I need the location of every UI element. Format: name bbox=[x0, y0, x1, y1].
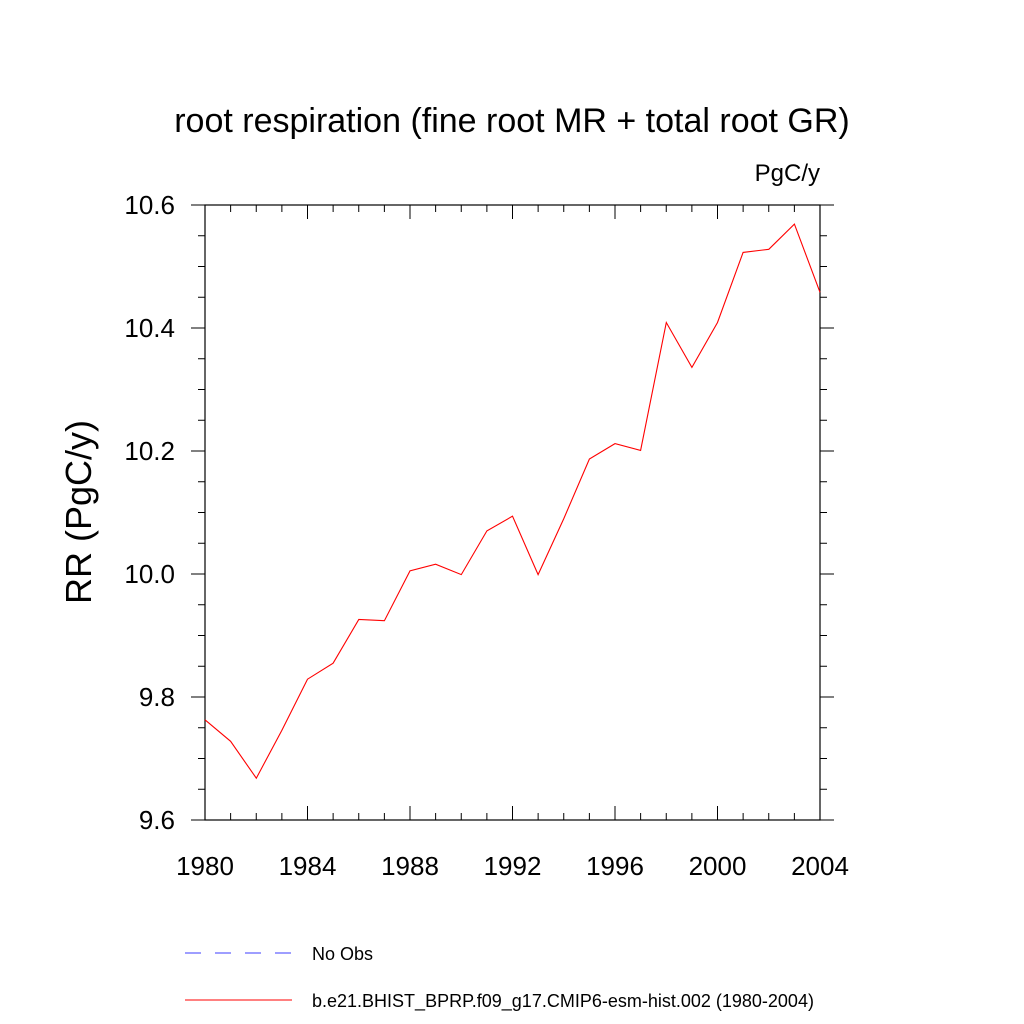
y-tick-label: 10.6 bbox=[124, 190, 175, 220]
legend-label: b.e21.BHIST_BPRP.f09_g17.CMIP6-esm-hist.… bbox=[312, 991, 814, 1012]
series-layer bbox=[204, 223, 821, 780]
x-tick-label: 1992 bbox=[484, 851, 542, 881]
x-tick-label: 1980 bbox=[176, 851, 234, 881]
x-tick-label: 1984 bbox=[279, 851, 337, 881]
y-tick-label: 10.2 bbox=[124, 436, 175, 466]
x-tick-label: 2004 bbox=[791, 851, 849, 881]
x-tick-label: 2000 bbox=[689, 851, 747, 881]
chart-title: root respiration (fine root MR + total r… bbox=[174, 102, 850, 140]
legend: No Obs b.e21.BHIST_BPRP.f09_g17.CMIP6-esm… bbox=[185, 944, 814, 1012]
y-tick-label: 9.8 bbox=[139, 682, 175, 712]
y-tick-label: 10.4 bbox=[124, 313, 175, 343]
plot-frame bbox=[204, 204, 821, 821]
y-tick-label: 10.0 bbox=[124, 559, 175, 589]
y-axis-label: RR (PgC/y) bbox=[58, 420, 99, 604]
y-tick-label: 9.6 bbox=[139, 805, 175, 835]
units-label: PgC/y bbox=[755, 160, 820, 187]
plot-border bbox=[204, 204, 821, 821]
series-line bbox=[204, 223, 821, 780]
x-tick-label: 1996 bbox=[586, 851, 644, 881]
x-tick-label: 1988 bbox=[381, 851, 439, 881]
axis-ticks: 1980 1984 1988 1992 1996 2000 2004 9.6 9.8 10.0 10… bbox=[124, 190, 849, 881]
legend-label: No Obs bbox=[312, 944, 373, 964]
